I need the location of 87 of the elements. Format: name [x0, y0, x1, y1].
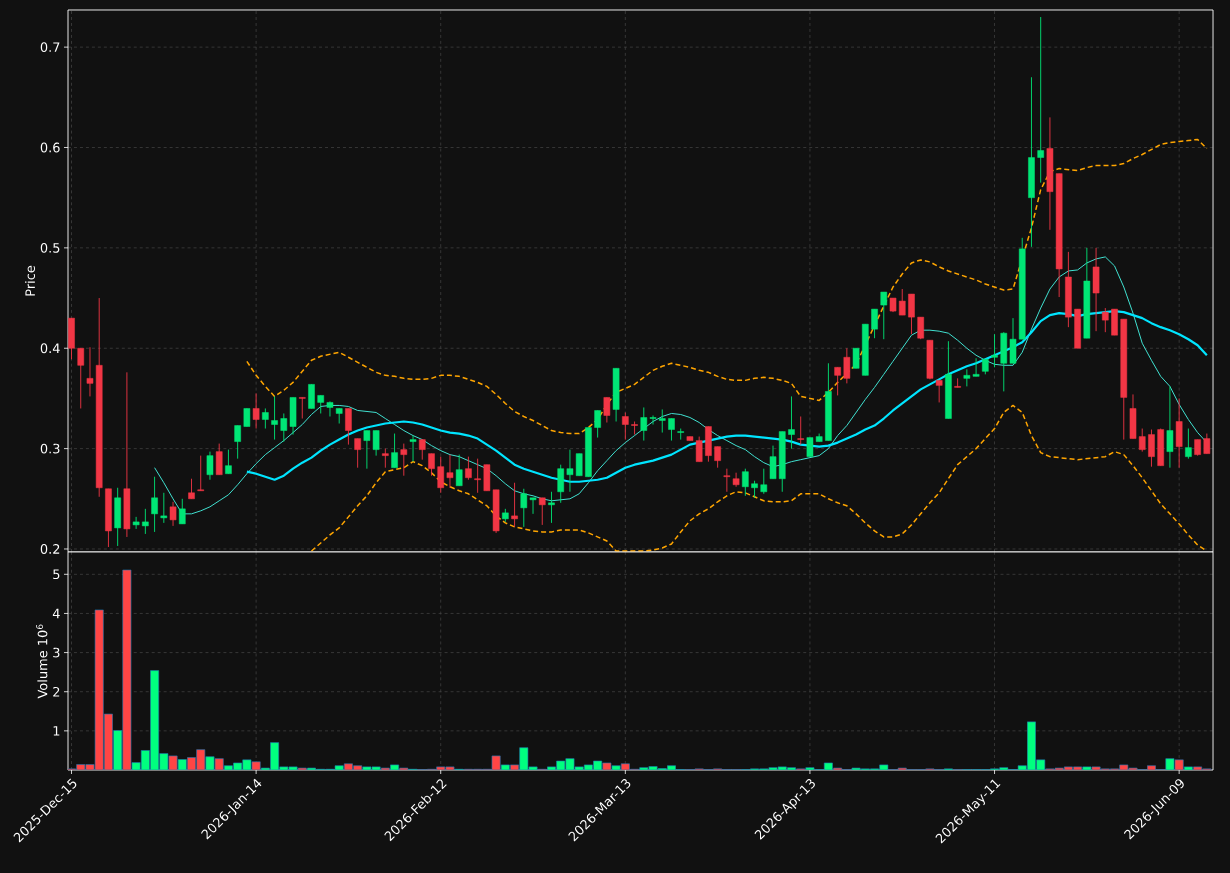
candlestick [908, 293, 915, 335]
candlestick [151, 476, 158, 533]
candlestick [852, 347, 860, 369]
candlestick [160, 492, 168, 524]
candlestick [271, 395, 278, 441]
candlestick [529, 497, 537, 515]
candlestick [732, 472, 740, 488]
y-tick-label: 0.6 [40, 142, 60, 153]
candlestick [511, 482, 518, 528]
candlestick [649, 415, 657, 425]
candlestick [465, 456, 472, 481]
y-tick-label: 1 [53, 726, 60, 736]
y-tick-label: 3 [53, 647, 60, 658]
candlestick [1166, 385, 1174, 469]
candlestick [640, 407, 648, 442]
y-tick-label: 0.4 [40, 343, 60, 354]
candlestick [225, 449, 232, 475]
candlestick [788, 395, 795, 450]
y-tick-label: 0.5 [40, 242, 60, 253]
candlestick [935, 379, 943, 403]
candlestick [991, 333, 998, 368]
candlestick [446, 454, 454, 489]
candlestick [262, 408, 269, 429]
candlestick [668, 418, 675, 442]
candlestick [1203, 433, 1211, 455]
candlestick [345, 408, 352, 446]
candlestick [326, 400, 334, 417]
candlestick [206, 451, 214, 481]
candlestick [382, 448, 389, 469]
candlestick [132, 516, 140, 530]
candlestick [455, 454, 463, 487]
candlestick [418, 439, 426, 461]
candlestick [428, 453, 435, 477]
candlestick [723, 468, 731, 493]
candlestick [409, 435, 417, 463]
y-tick-label: 0.3 [40, 443, 60, 454]
candlestick [742, 468, 749, 497]
candlestick [898, 288, 906, 316]
candlestick [843, 347, 851, 384]
candlestick [520, 488, 528, 528]
candlestick [760, 468, 768, 495]
candlestick [317, 394, 325, 414]
candlestick [871, 308, 878, 339]
candlestick [1138, 428, 1146, 453]
y-axis-title: Volume 10$^{6}$ [36, 624, 48, 699]
candlestick [252, 392, 260, 429]
candlestick [1148, 429, 1155, 468]
candlestick [234, 425, 241, 460]
candlestick [797, 416, 804, 446]
candlestick [86, 346, 94, 397]
candlestick [197, 455, 205, 492]
candlestick [603, 396, 611, 423]
candlestick [548, 491, 555, 524]
candlestick [714, 446, 721, 469]
y-tick-label: 2 [53, 686, 60, 697]
candlestick [622, 412, 629, 441]
candlestick [400, 443, 408, 477]
candlestick [178, 498, 186, 525]
candlestick [658, 409, 666, 433]
candlestick [538, 497, 546, 526]
candlestick [834, 366, 841, 396]
candlestick [1037, 16, 1044, 184]
candlestick [391, 433, 398, 469]
candlestick [631, 421, 638, 436]
candlestick [188, 478, 195, 500]
candlestick [142, 508, 149, 535]
candlestick [298, 396, 306, 419]
candlestick [557, 464, 565, 504]
y-tick-label: 4 [52, 608, 60, 619]
candlestick [769, 445, 777, 480]
candlestick [594, 410, 601, 439]
y-tick-label: 5 [53, 569, 60, 580]
candlestick [169, 501, 177, 527]
candlestick [1102, 307, 1109, 333]
candlestick [1185, 428, 1192, 460]
candlestick [880, 291, 888, 340]
candlestick [954, 377, 961, 388]
candlestick [215, 443, 223, 476]
y-tick-label: 0.7 [40, 42, 60, 53]
candlestick [437, 456, 445, 494]
candlestick [77, 347, 85, 409]
candlestick [243, 408, 251, 427]
candlestick [677, 428, 684, 441]
y-axis-title: Price [25, 265, 36, 296]
y-tick-label: 0.2 [40, 544, 60, 554]
candlestick [474, 458, 481, 494]
candlestick [354, 438, 361, 469]
